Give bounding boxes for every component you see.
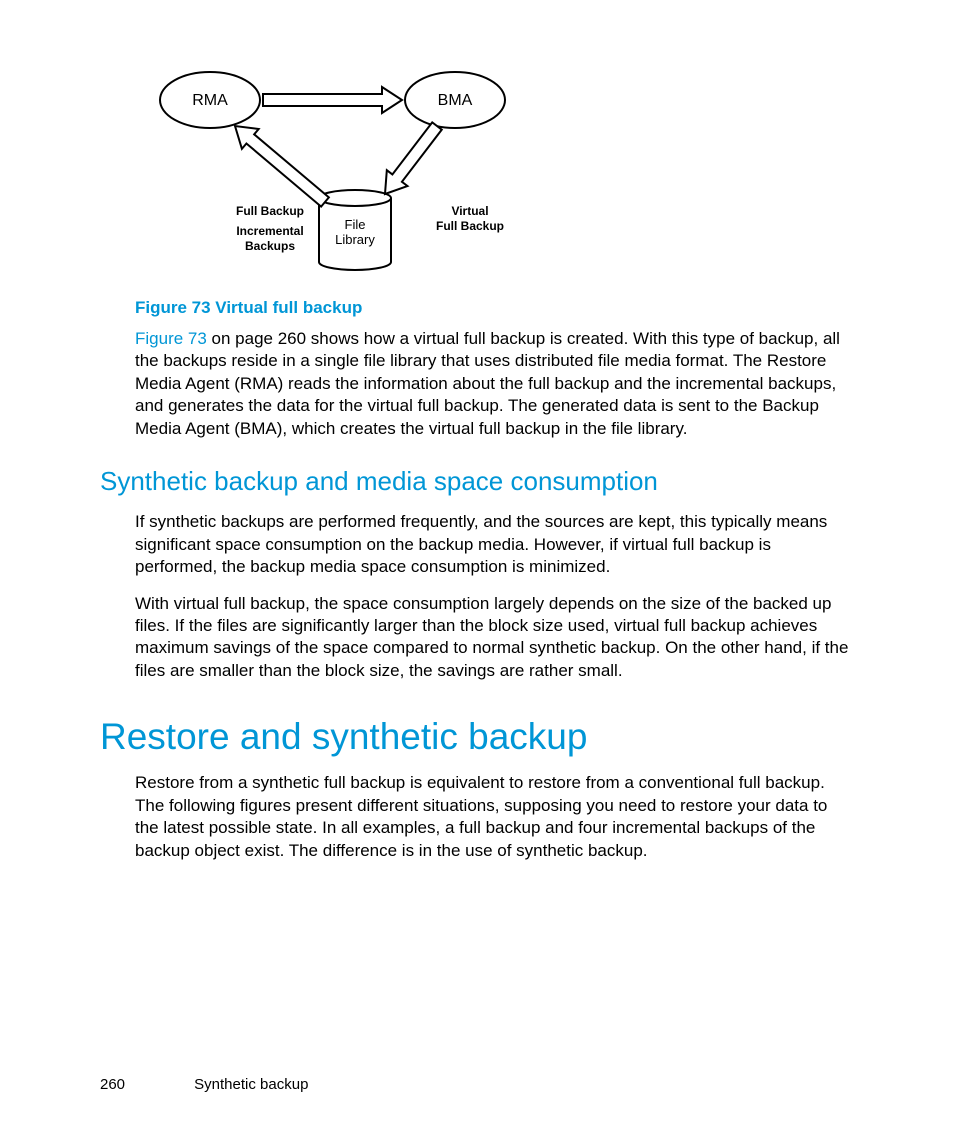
svg-text:Library: Library — [335, 232, 375, 247]
heading-restore-synthetic: Restore and synthetic backup — [100, 716, 854, 758]
svg-text:BMA: BMA — [438, 92, 473, 109]
xref-figure-73[interactable]: Figure 73 — [135, 329, 207, 348]
heading-synthetic-media-space: Synthetic backup and media space consump… — [100, 466, 854, 497]
svg-text:Backups: Backups — [245, 239, 295, 253]
svg-text:RMA: RMA — [192, 92, 228, 109]
page-content: RMA BMA FileLibrary Full Backup IncrementalB… — [0, 0, 954, 916]
svg-text:Virtual: Virtual — [451, 204, 488, 218]
paragraph-1-text: on page 260 shows how a virtual full bac… — [135, 329, 840, 438]
figure-caption: Figure 73 Virtual full backup — [135, 298, 854, 318]
footer-section-title: Synthetic backup — [194, 1076, 308, 1093]
paragraph-1: Figure 73 on page 260 shows how a virtua… — [135, 328, 854, 440]
paragraph-2: If synthetic backups are performed frequ… — [135, 511, 854, 578]
svg-text:Full Backup: Full Backup — [436, 219, 504, 233]
virtual-full-backup-diagram: RMA BMA FileLibrary Full Backup IncrementalB… — [135, 60, 555, 280]
figure-73-diagram: RMA BMA FileLibrary Full Backup IncrementalB… — [135, 60, 854, 280]
paragraph-3: With virtual full backup, the space cons… — [135, 593, 854, 683]
page-number: 260 — [100, 1076, 190, 1093]
paragraph-4: Restore from a synthetic full backup is … — [135, 772, 854, 862]
svg-text:File: File — [345, 217, 366, 232]
svg-text:Incremental: Incremental — [236, 224, 303, 238]
page-footer: 260 Synthetic backup — [100, 1076, 308, 1093]
svg-text:Full Backup: Full Backup — [236, 204, 304, 218]
